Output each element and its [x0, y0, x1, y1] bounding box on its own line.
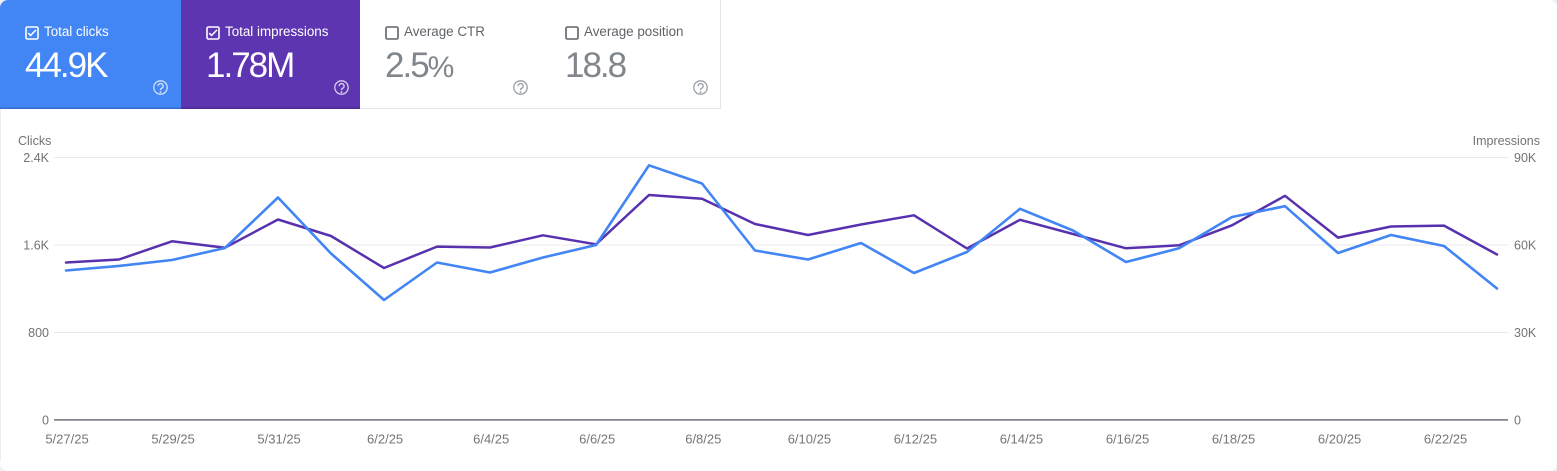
svg-text:0: 0 [1514, 414, 1521, 428]
svg-text:6/18/25: 6/18/25 [1212, 432, 1255, 447]
svg-text:6/12/25: 6/12/25 [894, 432, 937, 447]
svg-text:5/31/25: 5/31/25 [257, 432, 300, 447]
svg-text:5/27/25: 5/27/25 [45, 432, 88, 447]
svg-text:2.4K: 2.4K [23, 151, 49, 165]
svg-text:6/22/25: 6/22/25 [1424, 432, 1467, 447]
svg-text:6/8/25: 6/8/25 [685, 432, 721, 447]
svg-text:6/10/25: 6/10/25 [788, 432, 831, 447]
svg-text:Impressions: Impressions [1473, 134, 1540, 148]
svg-text:30K: 30K [1514, 326, 1537, 340]
svg-text:6/16/25: 6/16/25 [1106, 432, 1149, 447]
svg-text:6/6/25: 6/6/25 [579, 432, 615, 447]
svg-text:1.6K: 1.6K [23, 239, 49, 253]
svg-text:6/14/25: 6/14/25 [1000, 432, 1043, 447]
svg-text:6/20/25: 6/20/25 [1318, 432, 1361, 447]
svg-text:5/29/25: 5/29/25 [151, 432, 194, 447]
svg-text:0: 0 [42, 414, 49, 428]
svg-text:6/2/25: 6/2/25 [367, 432, 403, 447]
svg-text:800: 800 [28, 326, 49, 340]
svg-text:6/4/25: 6/4/25 [473, 432, 509, 447]
svg-text:60K: 60K [1514, 239, 1537, 253]
svg-text:90K: 90K [1514, 151, 1537, 165]
svg-text:Clicks: Clicks [18, 134, 51, 148]
